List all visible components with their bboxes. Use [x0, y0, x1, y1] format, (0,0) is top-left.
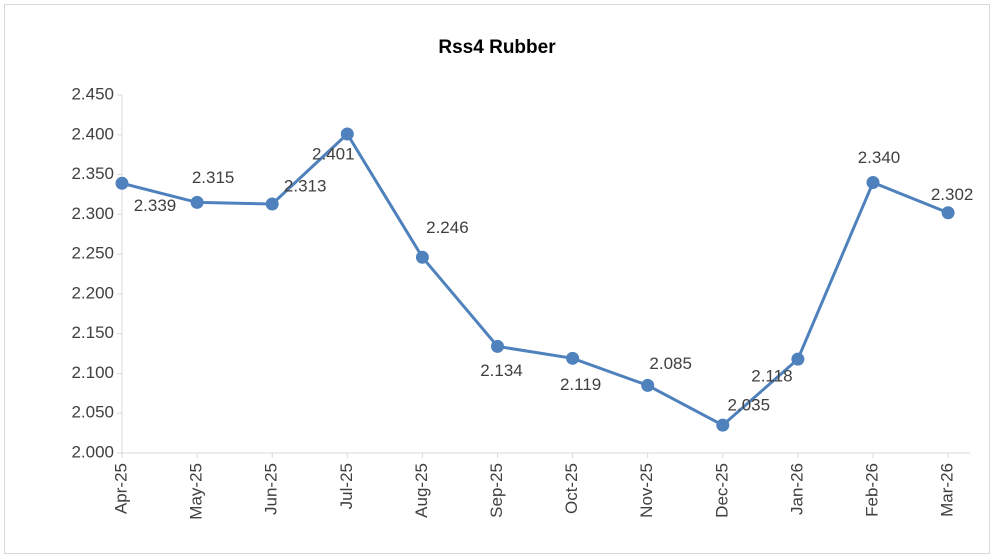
- data-label: 2.339: [134, 196, 177, 215]
- data-point: [115, 176, 129, 190]
- x-tick-label: Apr-25: [111, 463, 130, 514]
- data-label: 2.134: [480, 361, 523, 380]
- data-point: [566, 351, 580, 365]
- data-label: 2.313: [284, 176, 327, 195]
- data-point: [190, 195, 204, 209]
- data-point: [340, 127, 354, 141]
- x-tick-label: Dec-25: [712, 463, 731, 518]
- y-tick-label: 2.100: [71, 363, 114, 382]
- data-label: 2.085: [649, 354, 692, 373]
- x-tick-label: Jun-25: [262, 463, 281, 515]
- data-label: 2.340: [858, 148, 901, 167]
- y-tick-label: 2.200: [71, 283, 114, 302]
- data-point: [866, 176, 880, 190]
- data-point: [716, 418, 730, 432]
- x-tick-label: Nov-25: [637, 463, 656, 518]
- x-tick-label: Sep-25: [487, 463, 506, 518]
- y-tick-label: 2.000: [71, 442, 114, 461]
- chart-title: Rss4 Rubber: [438, 37, 556, 58]
- data-point: [641, 378, 655, 392]
- x-tick-label: Mar-26: [938, 463, 957, 517]
- x-tick-label: Feb-26: [862, 463, 881, 517]
- y-tick-label: 2.350: [71, 164, 114, 183]
- y-tick-label: 2.450: [71, 84, 114, 103]
- data-label: 2.401: [312, 144, 355, 163]
- x-tick-label: Jul-25: [337, 463, 356, 509]
- data-label: 2.119: [560, 375, 601, 394]
- data-point: [941, 206, 955, 220]
- y-tick-label: 2.300: [71, 204, 114, 223]
- x-tick-label: Oct-25: [562, 463, 581, 514]
- data-label: 2.118: [751, 367, 792, 386]
- y-tick-label: 2.400: [71, 124, 114, 143]
- data-point: [791, 352, 805, 366]
- data-point: [265, 197, 279, 211]
- y-tick-label: 2.050: [71, 403, 114, 422]
- x-tick-label: Jan-26: [787, 463, 806, 515]
- data-label: 2.302: [931, 185, 974, 204]
- data-label: 2.246: [426, 218, 469, 237]
- data-label: 2.035: [728, 396, 771, 415]
- series-line: [121, 131, 949, 427]
- data-point: [415, 250, 429, 264]
- y-tick-label: 2.250: [71, 244, 114, 263]
- y-tick-label: 2.150: [71, 323, 114, 342]
- data-point: [491, 339, 504, 353]
- x-tick-label: Aug-25: [412, 463, 431, 518]
- data-label: 2.315: [192, 168, 235, 187]
- x-tick-label: May-25: [187, 463, 206, 520]
- chart-border: [4, 4, 990, 554]
